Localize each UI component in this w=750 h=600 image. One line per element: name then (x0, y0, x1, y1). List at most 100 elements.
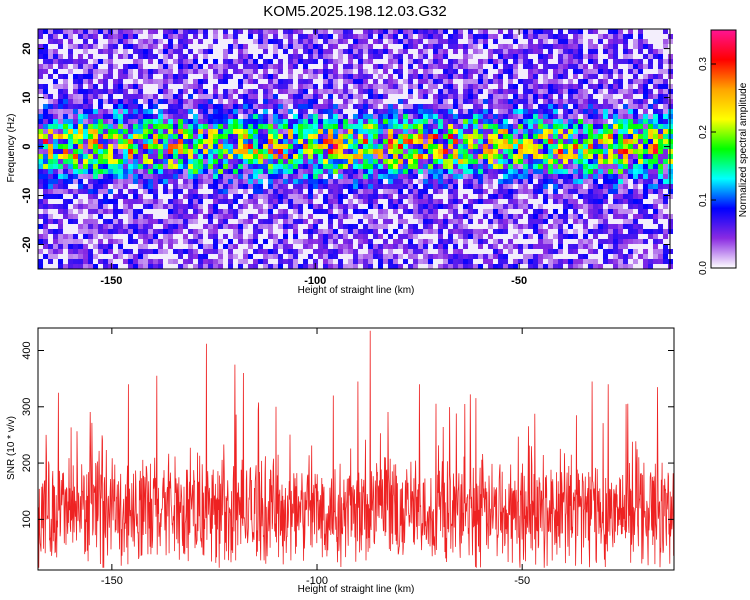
heat-cell (453, 89, 458, 94)
heat-cell (193, 34, 198, 39)
heat-cell (553, 109, 558, 114)
heat-cell (473, 44, 478, 49)
heat-cell (403, 44, 408, 49)
heat-cell (408, 264, 413, 269)
heat-cell (213, 184, 218, 189)
heat-cell (613, 54, 618, 59)
heat-cell (488, 219, 493, 224)
heat-cell (538, 219, 543, 224)
heat-cell (78, 189, 83, 194)
heat-cell (158, 49, 163, 54)
heat-cell (378, 214, 383, 219)
heat-cell (63, 214, 68, 219)
heat-cell (543, 89, 548, 94)
heat-cell (143, 109, 148, 114)
heat-cell (83, 244, 88, 249)
heat-cell (573, 64, 578, 69)
heat-cell (83, 64, 88, 69)
heat-cell (258, 54, 263, 59)
heat-cell (598, 189, 603, 194)
heat-cell (318, 144, 323, 149)
heat-cell (533, 49, 538, 54)
heat-cell (628, 159, 633, 164)
heat-cell (38, 214, 43, 219)
heat-cell (448, 64, 453, 69)
heat-cell (318, 109, 323, 114)
heat-cell (368, 74, 373, 79)
heat-cell (338, 139, 343, 144)
heat-cell (433, 244, 438, 249)
heat-cell (228, 59, 233, 64)
heat-cell (383, 139, 388, 144)
heat-cell (368, 244, 373, 249)
heat-cell (638, 114, 643, 119)
heat-cell (383, 29, 388, 34)
heat-cell (613, 59, 618, 64)
heat-cell (483, 99, 488, 104)
heat-cell (598, 134, 603, 139)
heat-cell (393, 144, 398, 149)
heat-cell (358, 64, 363, 69)
heat-cell (158, 149, 163, 154)
heat-cell (358, 179, 363, 184)
heat-cell (658, 194, 663, 199)
heat-cell (68, 54, 73, 59)
heat-cell (303, 164, 308, 169)
heat-cell (38, 159, 43, 164)
heat-cell (468, 79, 473, 84)
heat-cell (348, 174, 353, 179)
heat-cell (558, 139, 563, 144)
heat-cell (328, 204, 333, 209)
heat-cell (213, 239, 218, 244)
heat-cell (193, 69, 198, 74)
heat-cell (248, 144, 253, 149)
heat-cell (638, 64, 643, 69)
heat-cell (403, 179, 408, 184)
heat-cell (598, 149, 603, 154)
heat-cell (383, 159, 388, 164)
heat-cell (43, 224, 48, 229)
heat-cell (403, 79, 408, 84)
heat-cell (198, 144, 203, 149)
heat-cell (473, 254, 478, 259)
heat-cell (343, 209, 348, 214)
heat-cell (48, 74, 53, 79)
heat-cell (623, 89, 628, 94)
heat-cell (508, 129, 513, 134)
heat-cell (403, 174, 408, 179)
heat-cell (413, 209, 418, 214)
heat-cell (78, 184, 83, 189)
heat-cell (183, 134, 188, 139)
heat-cell (418, 209, 423, 214)
heat-cell (173, 239, 178, 244)
heat-cell (463, 239, 468, 244)
heat-cell (268, 59, 273, 64)
heat-cell (138, 244, 143, 249)
heat-cell (48, 219, 53, 224)
heat-cell (393, 244, 398, 249)
heat-cell (553, 44, 558, 49)
heat-cell (78, 154, 83, 159)
heat-cell (243, 169, 248, 174)
heat-cell (523, 139, 528, 144)
heat-cell (373, 219, 378, 224)
heat-cell (493, 34, 498, 39)
heat-cell (98, 209, 103, 214)
heat-cell (128, 84, 133, 89)
heat-cell (253, 79, 258, 84)
heat-cell (153, 144, 158, 149)
heat-cell (213, 29, 218, 34)
heat-cell (608, 109, 613, 114)
heat-cell (588, 104, 593, 109)
heat-cell (208, 214, 213, 219)
heat-cell (348, 119, 353, 124)
heat-cell (253, 29, 258, 34)
spectrogram-cells (38, 29, 673, 269)
heat-cell (458, 119, 463, 124)
heat-cell (303, 34, 308, 39)
heat-cell (193, 209, 198, 214)
heat-cell (378, 109, 383, 114)
heat-cell (58, 209, 63, 214)
heat-cell (278, 239, 283, 244)
heat-cell (403, 219, 408, 224)
